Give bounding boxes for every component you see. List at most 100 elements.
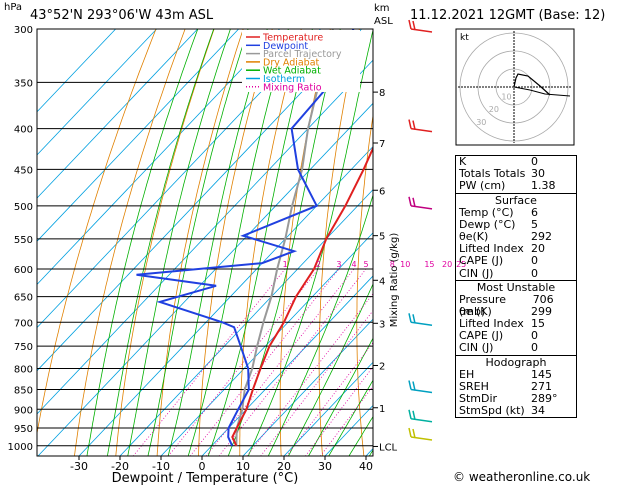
dry-adiabat-line <box>74 29 186 456</box>
wind-barb-flag <box>412 120 416 130</box>
wet-adiabat-line <box>308 337 373 456</box>
wind-barb-flag <box>408 19 412 30</box>
wet-adiabat-line <box>267 193 373 456</box>
isotherm-line <box>160 232 373 456</box>
asl-label: ASL <box>374 16 393 27</box>
pressure-tick-label: 750 <box>14 342 33 353</box>
pressure-tick-label: 400 <box>14 125 33 136</box>
table-row: CIN (J) 0 <box>456 267 576 280</box>
wind-barb-flag <box>412 410 416 420</box>
wet-adiabat-line <box>187 29 289 456</box>
table-row: SREH 271 <box>456 380 576 393</box>
table-row: θe(K) 292 <box>456 230 576 243</box>
pressure-tick-label: 600 <box>14 265 33 276</box>
table-row: EH 145 <box>456 367 576 381</box>
row-label: K <box>459 155 467 168</box>
row-label: Lifted Index <box>459 242 524 256</box>
row-value: 289° <box>531 392 558 405</box>
indices-table: K 0 Totals Totals 30 PW (cm) 1.38 Surface Tem… <box>455 155 577 419</box>
legend-entry: Parcel Trajectory <box>263 49 342 60</box>
isotherm-line <box>201 275 373 456</box>
dry-adiabat-line <box>356 112 373 456</box>
km-tick-label: 2 <box>379 361 385 372</box>
temperature-line <box>231 145 373 447</box>
wet-adiabat-line <box>107 29 215 456</box>
pressure-tick-label: 500 <box>14 202 33 213</box>
mixing-ratio-label: 10 <box>400 260 410 269</box>
row-label: StmSpd (kt) <box>459 404 525 418</box>
table-row: Lifted Index 20 <box>456 242 576 256</box>
table-row: Dewp (°C) 5 <box>456 218 576 231</box>
dewpoint-line <box>136 29 355 447</box>
mixing-ratio-line <box>168 268 319 456</box>
hpa-axis-label: hPa <box>4 2 23 13</box>
legend-entry: Isotherm <box>263 74 305 85</box>
wet-adiabat-line <box>328 379 373 456</box>
dry-adiabat-line <box>591 29 629 456</box>
mixing-ratio-label: 2 <box>316 260 321 269</box>
wind-barb-flag <box>408 119 412 129</box>
isotherm-line <box>37 102 373 456</box>
hodograph-trace <box>513 73 551 96</box>
wind-barb-flag <box>408 196 412 206</box>
pressure-tick-label: 700 <box>14 318 33 329</box>
surface-title: Surface <box>495 193 537 207</box>
copyright-footer: © weatheronline.co.uk <box>453 470 591 484</box>
storm-motion-vector <box>513 86 571 97</box>
table-row: StmDir 289° <box>456 392 576 405</box>
isotherm-line <box>37 29 116 113</box>
legend-entry: Wet Adiabat <box>263 66 321 77</box>
row-label: Totals Totals <box>459 167 526 181</box>
table-row: Totals Totals 30 <box>456 167 576 181</box>
x-tick-label: 20 <box>277 460 291 473</box>
most-unstable-title: Most Unstable <box>476 280 556 294</box>
mixing-ratio-axis-title: Mixing Ratio (g/kg) <box>389 233 400 328</box>
row-value: 1.38 <box>531 179 556 193</box>
row-value: 6 <box>531 205 538 219</box>
hodograph-ring-label: 30 <box>476 118 486 127</box>
mixing-ratio-line <box>320 385 373 456</box>
x-tick-label: 0 <box>199 460 206 473</box>
mixing-ratio-label: 8 <box>390 260 395 269</box>
plot-frame <box>36 28 374 457</box>
mixing-ratio-label: 20 <box>442 260 452 269</box>
km-tick-label: 6 <box>379 186 385 197</box>
pressure-tick-label: 650 <box>14 293 33 304</box>
row-label: CIN (J) <box>459 341 494 355</box>
isotherm-line <box>37 59 373 415</box>
mixing-ratio-line <box>189 268 340 456</box>
table-row: CIN (J) 0 <box>456 342 576 354</box>
legend-entry: Dry Adiabat <box>263 57 320 68</box>
mixing-ratio-label: 4 <box>351 260 356 269</box>
legend-background <box>242 30 360 92</box>
wet-adiabat-line <box>86 29 199 456</box>
pressure-tick-label: 300 <box>14 25 33 36</box>
pressure-tick-label: 950 <box>14 424 33 435</box>
isotherm-line <box>283 361 373 456</box>
table-row: Temp (°C) 6 <box>456 205 576 219</box>
row-label: Temp (°C) <box>459 205 514 219</box>
row-label: EH <box>459 367 475 381</box>
mixing-ratio-line <box>218 268 367 456</box>
mixing-ratio-line <box>305 366 373 456</box>
wind-barb-flag <box>408 313 412 323</box>
hodograph-ring-label: 20 <box>489 105 499 114</box>
legend-entry: Temperature <box>262 33 323 44</box>
dry-adiabat-line <box>239 29 302 456</box>
table-row: Lifted Index 15 <box>456 317 576 330</box>
table-row: Pressure (mb) 706 <box>456 292 576 318</box>
dry-adiabat-line <box>156 29 244 456</box>
row-value: 30 <box>531 167 545 181</box>
row-value: 706 <box>532 292 554 306</box>
row-value: 299 <box>531 304 552 318</box>
isotherm-line <box>37 29 280 286</box>
row-label: θe (K) <box>459 304 492 318</box>
mixing-ratio-line <box>246 293 373 456</box>
pressure-tick-label: 900 <box>14 405 33 416</box>
chart-datetime-title: 11.12.2021 12GMT (Base: 12) <box>410 8 606 23</box>
x-tick-label: -10 <box>152 460 170 473</box>
row-value: 20 <box>531 242 545 256</box>
